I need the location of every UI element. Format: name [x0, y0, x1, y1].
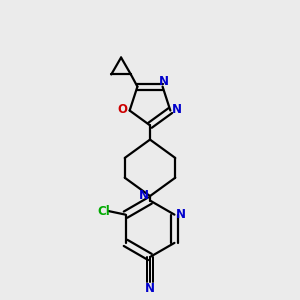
Text: N: N [159, 75, 169, 88]
Text: O: O [117, 103, 127, 116]
Text: N: N [145, 282, 155, 295]
Text: N: N [172, 103, 182, 116]
Text: N: N [176, 208, 186, 221]
Text: N: N [139, 189, 149, 202]
Text: Cl: Cl [97, 205, 110, 218]
